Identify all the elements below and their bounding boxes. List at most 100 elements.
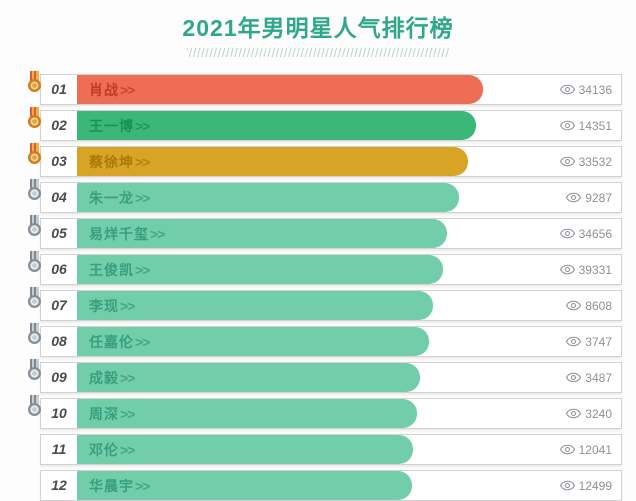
- view-count: 34656: [559, 219, 612, 248]
- page-title: 2021年男明星人气排行榜: [182, 15, 454, 41]
- ranking-row: 10 周深 >> 3240: [28, 395, 622, 429]
- more-arrows-link[interactable]: >>: [135, 153, 150, 170]
- celebrity-name-link[interactable]: 蔡徐坤: [89, 153, 134, 170]
- view-count-value: 3487: [585, 370, 612, 385]
- celebrity-name-link[interactable]: 王俊凯: [89, 261, 134, 278]
- medal-disc: [28, 151, 41, 164]
- medal-disc: [28, 367, 41, 380]
- view-count: 14351: [559, 111, 612, 140]
- celebrity-name-link[interactable]: 成毅: [89, 369, 119, 386]
- celebrity-name-link[interactable]: 周深: [89, 405, 119, 422]
- view-count: 9287: [566, 183, 612, 212]
- medal-disc: [28, 187, 41, 200]
- more-arrows-link[interactable]: >>: [135, 261, 150, 278]
- medal-icon: [27, 215, 42, 241]
- rank-number: 07: [41, 291, 77, 320]
- view-count: 12041: [559, 435, 612, 464]
- celebrity-name-link[interactable]: 王一博: [89, 117, 134, 134]
- more-arrows-link[interactable]: >>: [150, 225, 165, 242]
- medal-disc: [28, 403, 41, 416]
- view-count: 39331: [559, 255, 612, 284]
- view-count: 33532: [559, 147, 612, 176]
- rank-number: 08: [41, 327, 77, 356]
- eye-icon: [559, 84, 575, 95]
- more-arrows-link[interactable]: >>: [135, 333, 150, 350]
- medal-disc: [28, 115, 41, 128]
- more-arrows-link[interactable]: >>: [135, 189, 150, 206]
- eye-icon: [559, 480, 575, 491]
- more-arrows-link[interactable]: >>: [120, 81, 135, 98]
- celebrity-name-link[interactable]: 易烊千玺: [89, 225, 149, 242]
- medal-icon: [27, 251, 42, 277]
- celebrity-name-link[interactable]: 邓伦: [89, 441, 119, 458]
- more-arrows-link[interactable]: >>: [120, 297, 135, 314]
- view-count-value: 12041: [578, 442, 612, 457]
- medal-ribbon: [30, 179, 39, 189]
- eye-icon: [566, 372, 582, 383]
- ranking-row: 02 王一博 >> 14351: [28, 107, 622, 141]
- rank-number: 01: [41, 75, 77, 104]
- popularity-bar: 邓伦 >>: [77, 435, 413, 464]
- ranking-row: 08 任嘉伦 >> 3747: [28, 323, 622, 357]
- view-count-value: 8608: [585, 298, 612, 313]
- rank-number: 02: [41, 111, 77, 140]
- popularity-bar: 王一博 >>: [77, 111, 476, 140]
- medal-ribbon: [30, 359, 39, 369]
- popularity-bar: 李现 >>: [77, 291, 433, 320]
- medal-ribbon: [30, 395, 39, 405]
- ranking-row: 04 朱一龙 >> 9287: [28, 179, 622, 213]
- medal-ribbon: [30, 71, 39, 81]
- celebrity-name-link[interactable]: 华晨宇: [89, 477, 134, 494]
- rank-number: 06: [41, 255, 77, 284]
- rank-number: 04: [41, 183, 77, 212]
- view-count-value: 34656: [578, 226, 612, 241]
- medal-icon: [27, 287, 42, 313]
- view-count-value: 3240: [585, 406, 612, 421]
- popularity-bar: 蔡徐坤 >>: [77, 147, 468, 176]
- ranking-row: 05 易烊千玺 >> 34656: [28, 215, 622, 249]
- popularity-bar: 朱一龙 >>: [77, 183, 459, 212]
- medal-icon: [27, 359, 42, 385]
- more-arrows-link[interactable]: >>: [135, 477, 150, 494]
- celebrity-name-link[interactable]: 朱一龙: [89, 189, 134, 206]
- more-arrows-link[interactable]: >>: [120, 369, 135, 386]
- medal-icon: [27, 107, 42, 133]
- popularity-bar: 成毅 >>: [77, 363, 420, 392]
- celebrity-name-link[interactable]: 任嘉伦: [89, 333, 134, 350]
- title-divider: [187, 48, 449, 57]
- popularity-bar: 肖战 >>: [77, 75, 483, 104]
- medal-icon: [27, 143, 42, 169]
- more-arrows-link[interactable]: >>: [135, 117, 150, 134]
- medal-ribbon: [30, 287, 39, 297]
- eye-icon: [559, 120, 575, 131]
- popularity-bar: 任嘉伦 >>: [77, 327, 429, 356]
- celebrity-name-link[interactable]: 肖战: [89, 81, 119, 98]
- rank-number: 09: [41, 363, 77, 392]
- rank-number: 03: [41, 147, 77, 176]
- view-count-value: 9287: [585, 190, 612, 205]
- medal-icon: [27, 323, 42, 349]
- more-arrows-link[interactable]: >>: [120, 405, 135, 422]
- medal-disc: [28, 79, 41, 92]
- ranking-row: 11 邓伦 >> 12041: [40, 434, 622, 465]
- celebrity-name-link[interactable]: 李现: [89, 297, 119, 314]
- more-arrows-link[interactable]: >>: [120, 441, 135, 458]
- medal-icon: [27, 71, 42, 97]
- view-count-value: 39331: [578, 262, 612, 277]
- eye-icon: [559, 228, 575, 239]
- medal-disc: [28, 223, 41, 236]
- view-count-value: 3747: [585, 334, 612, 349]
- medal-ribbon: [30, 107, 39, 117]
- medal-icon: [27, 179, 42, 205]
- view-count-value: 14351: [578, 118, 612, 133]
- eye-icon: [566, 408, 582, 419]
- view-count: 34136: [559, 75, 612, 104]
- popularity-bar: 易烊千玺 >>: [77, 219, 447, 248]
- view-count-value: 33532: [578, 154, 612, 169]
- medal-disc: [28, 331, 41, 344]
- medal-icon: [27, 395, 42, 421]
- eye-icon: [559, 156, 575, 167]
- view-count: 8608: [566, 291, 612, 320]
- eye-icon: [566, 336, 582, 347]
